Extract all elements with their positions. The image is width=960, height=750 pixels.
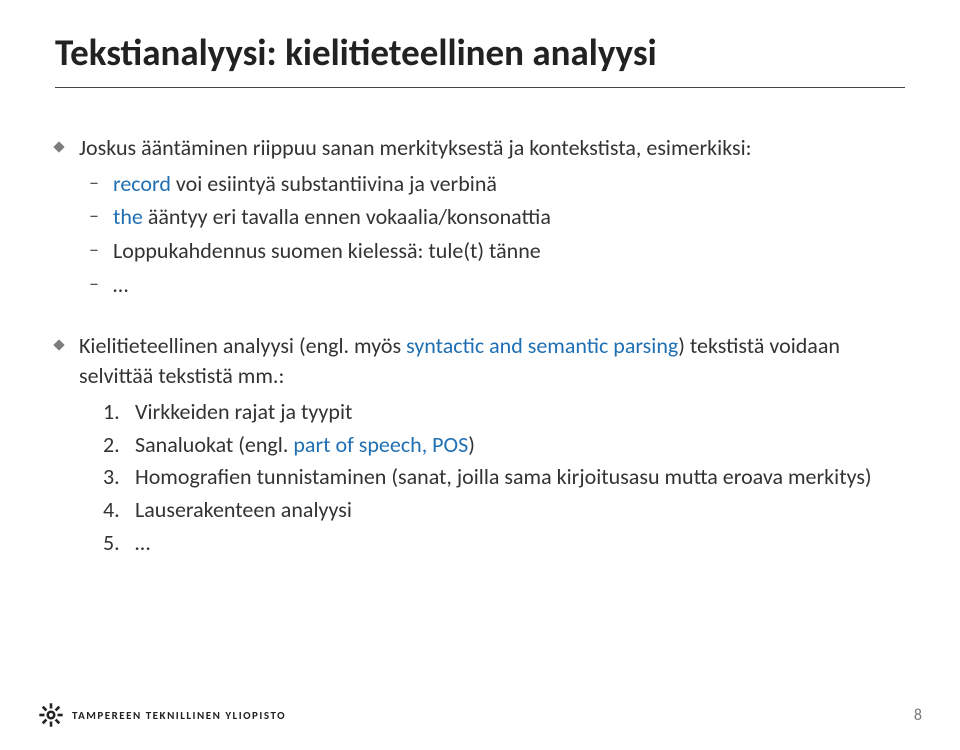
blue-term-the: the	[113, 203, 143, 230]
bullet-1: Joskus ääntäminen riippuu sanan merkityk…	[55, 133, 905, 163]
num-item-2: 2. Sanaluokat (engl. part of speech, POS…	[103, 430, 905, 461]
sub-3-text: Loppukahdennus suomen kielessä: tule(t) …	[113, 236, 541, 266]
dash-icon: –	[89, 236, 99, 264]
university-logo: TAMPEREEN TEKNILLINEN YLIOPISTO	[38, 702, 286, 728]
blue-term-parsing: syntactic and semantic parsing	[406, 332, 678, 359]
num-1-text: Virkkeiden rajat ja tyypit	[135, 397, 352, 428]
num-4-text: Lauserakenteen analyysi	[135, 495, 352, 526]
sub-item-1: – record voi esiintyä substantiivina ja …	[89, 169, 905, 199]
diamond-icon	[53, 340, 64, 351]
num-item-1: 1. Virkkeiden rajat ja tyypit	[103, 397, 905, 428]
num-5-text: …	[135, 528, 150, 559]
numbered-list: 1. Virkkeiden rajat ja tyypit 2. Sanaluo…	[103, 397, 905, 559]
dash-icon: –	[89, 270, 99, 298]
num-1: 1.	[103, 397, 129, 428]
num-item-4: 4. Lauserakenteen analyysi	[103, 495, 905, 526]
dash-icon: –	[89, 169, 99, 197]
num-4: 4.	[103, 495, 129, 526]
num-item-5: 5. …	[103, 528, 905, 559]
sub-list-1: – record voi esiintyä substantiivina ja …	[89, 169, 905, 300]
num-3: 3.	[103, 462, 129, 493]
sub-item-3: – Loppukahdennus suomen kielessä: tule(t…	[89, 236, 905, 266]
slide-title: Tekstianalyysi: kielitieteellinen analyy…	[55, 30, 905, 75]
num-2-text: Sanaluokat (engl. part of speech, POS)	[135, 430, 475, 461]
bullet-2-text: Kielitieteellinen analyysi (engl. myös s…	[79, 331, 905, 390]
university-name: TAMPEREEN TEKNILLINEN YLIOPISTO	[72, 709, 286, 722]
sub-item-2: – the ääntyy eri tavalla ennen vokaalia/…	[89, 202, 905, 232]
num-item-3: 3. Homografien tunnistaminen (sanat, joi…	[103, 462, 905, 493]
dash-icon: –	[89, 202, 99, 230]
diamond-icon	[53, 141, 64, 152]
gear-icon	[38, 702, 64, 728]
blue-term-pos: part of speech, POS	[293, 431, 468, 458]
sub-item-4: – …	[89, 270, 905, 300]
bullet-2: Kielitieteellinen analyysi (engl. myös s…	[55, 331, 905, 390]
num-2: 2.	[103, 430, 129, 461]
footer: TAMPEREEN TEKNILLINEN YLIOPISTO 8	[38, 702, 922, 728]
sub-1-text: record voi esiintyä substantiivina ja ve…	[113, 169, 497, 199]
bullet-1-text: Joskus ääntäminen riippuu sanan merkityk…	[79, 133, 752, 163]
title-underline	[55, 87, 905, 88]
num-5: 5.	[103, 528, 129, 559]
num-3-text: Homografien tunnistaminen (sanat, joilla…	[135, 462, 872, 493]
blue-term-record: record	[113, 170, 171, 197]
sub-4-text: …	[113, 270, 128, 300]
page-number: 8	[914, 706, 922, 725]
sub-2-text: the ääntyy eri tavalla ennen vokaalia/ko…	[113, 202, 551, 232]
